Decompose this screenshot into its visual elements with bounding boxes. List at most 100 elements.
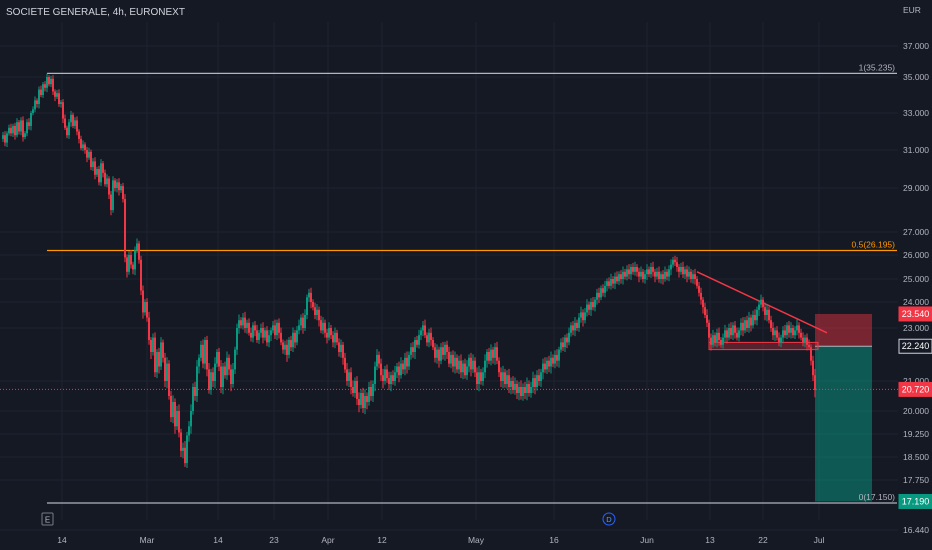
x-tick-label: 14 xyxy=(57,535,67,545)
candle-body xyxy=(86,150,88,158)
candle-body xyxy=(802,337,804,343)
candle-body xyxy=(390,375,392,384)
candle-body xyxy=(180,432,182,451)
fib-level-label: 0(17.150) xyxy=(859,492,896,502)
support-zone xyxy=(708,341,819,351)
candle-body xyxy=(504,372,506,384)
candle-body xyxy=(282,342,284,350)
candle-body xyxy=(666,271,668,277)
candle-body xyxy=(74,120,76,126)
earnings-marker-letter: E xyxy=(45,516,50,525)
candle-body xyxy=(56,93,58,97)
candle-body xyxy=(44,84,46,88)
candle-body xyxy=(132,264,134,270)
candle-body xyxy=(672,259,674,265)
x-tick-label: 13 xyxy=(705,535,715,545)
candle-body xyxy=(732,325,734,336)
candle-body xyxy=(72,114,74,126)
candle-body xyxy=(100,163,102,183)
y-tick-label: 33.000 xyxy=(903,108,929,118)
candle-body xyxy=(616,276,618,282)
candle-body xyxy=(500,372,502,381)
candle-body xyxy=(284,344,286,350)
candle-body xyxy=(368,387,370,402)
candle-body xyxy=(788,325,790,333)
candle-body xyxy=(484,360,486,373)
candle-body xyxy=(246,322,248,328)
candle-body xyxy=(810,347,812,361)
candle-body xyxy=(624,271,626,277)
candle-body xyxy=(370,387,372,396)
candle-body xyxy=(206,340,208,370)
candle-body xyxy=(652,267,654,272)
candle-body xyxy=(204,340,206,364)
candle-body xyxy=(198,357,200,367)
candle-body xyxy=(292,332,294,348)
candle-body xyxy=(354,381,356,393)
candle-body xyxy=(514,384,516,390)
candle-body xyxy=(262,328,264,338)
price-tag: 23.540 xyxy=(898,306,932,322)
dividend-marker-letter: D xyxy=(606,515,612,524)
candle-body xyxy=(588,304,590,310)
candle-body xyxy=(202,344,204,364)
candle-body xyxy=(540,372,542,381)
candle-body xyxy=(458,360,460,370)
candles xyxy=(2,73,816,469)
candle-body xyxy=(594,299,596,308)
candle-body xyxy=(356,381,358,399)
candle-body xyxy=(104,172,106,185)
candle-body xyxy=(558,349,560,361)
candle-body xyxy=(48,77,50,85)
candle-body xyxy=(726,330,728,338)
x-tick-label: 14 xyxy=(213,535,223,545)
candle-body xyxy=(350,372,352,387)
candle-body xyxy=(752,315,754,326)
candle-body xyxy=(62,102,64,119)
candle-body xyxy=(314,307,316,315)
candle-body xyxy=(776,330,778,338)
candle-body xyxy=(4,135,6,143)
x-tick-label: 16 xyxy=(549,535,559,545)
candle-body xyxy=(264,330,266,338)
candle-body xyxy=(154,337,156,373)
candle-body xyxy=(722,337,724,345)
candle-body xyxy=(248,322,250,333)
candle-body xyxy=(342,344,344,358)
candle-body xyxy=(252,325,254,338)
candle-body xyxy=(68,122,70,136)
candle-body xyxy=(230,369,232,384)
candle-body xyxy=(50,78,52,85)
candle-body xyxy=(170,396,172,418)
candle-body xyxy=(290,340,292,348)
candle-body xyxy=(482,372,484,381)
candle-body xyxy=(796,325,798,331)
candle-body xyxy=(524,387,526,393)
candle-body xyxy=(436,349,438,358)
x-tick-label: Jul xyxy=(814,535,825,545)
candle-body xyxy=(242,317,244,326)
candle-body xyxy=(622,271,624,279)
candle-body xyxy=(642,271,644,279)
candle-body xyxy=(286,344,288,355)
candle-body xyxy=(602,288,604,293)
candle-body xyxy=(310,292,312,302)
candle-body xyxy=(636,267,638,272)
candle-body xyxy=(336,332,338,343)
candle-body xyxy=(800,332,802,338)
candle-body xyxy=(670,264,672,270)
candle-body xyxy=(808,344,810,348)
candle-body xyxy=(88,151,90,158)
y-tick-label: 29.000 xyxy=(903,183,929,193)
candle-body xyxy=(256,330,258,340)
candle-body xyxy=(516,384,518,393)
candle-body xyxy=(710,337,712,345)
candle-body xyxy=(372,384,374,396)
candle-body xyxy=(572,325,574,331)
candle-body xyxy=(566,337,568,343)
candle-body xyxy=(674,259,676,263)
candle-body xyxy=(730,328,732,336)
y-tick-label: 20.000 xyxy=(903,406,929,416)
